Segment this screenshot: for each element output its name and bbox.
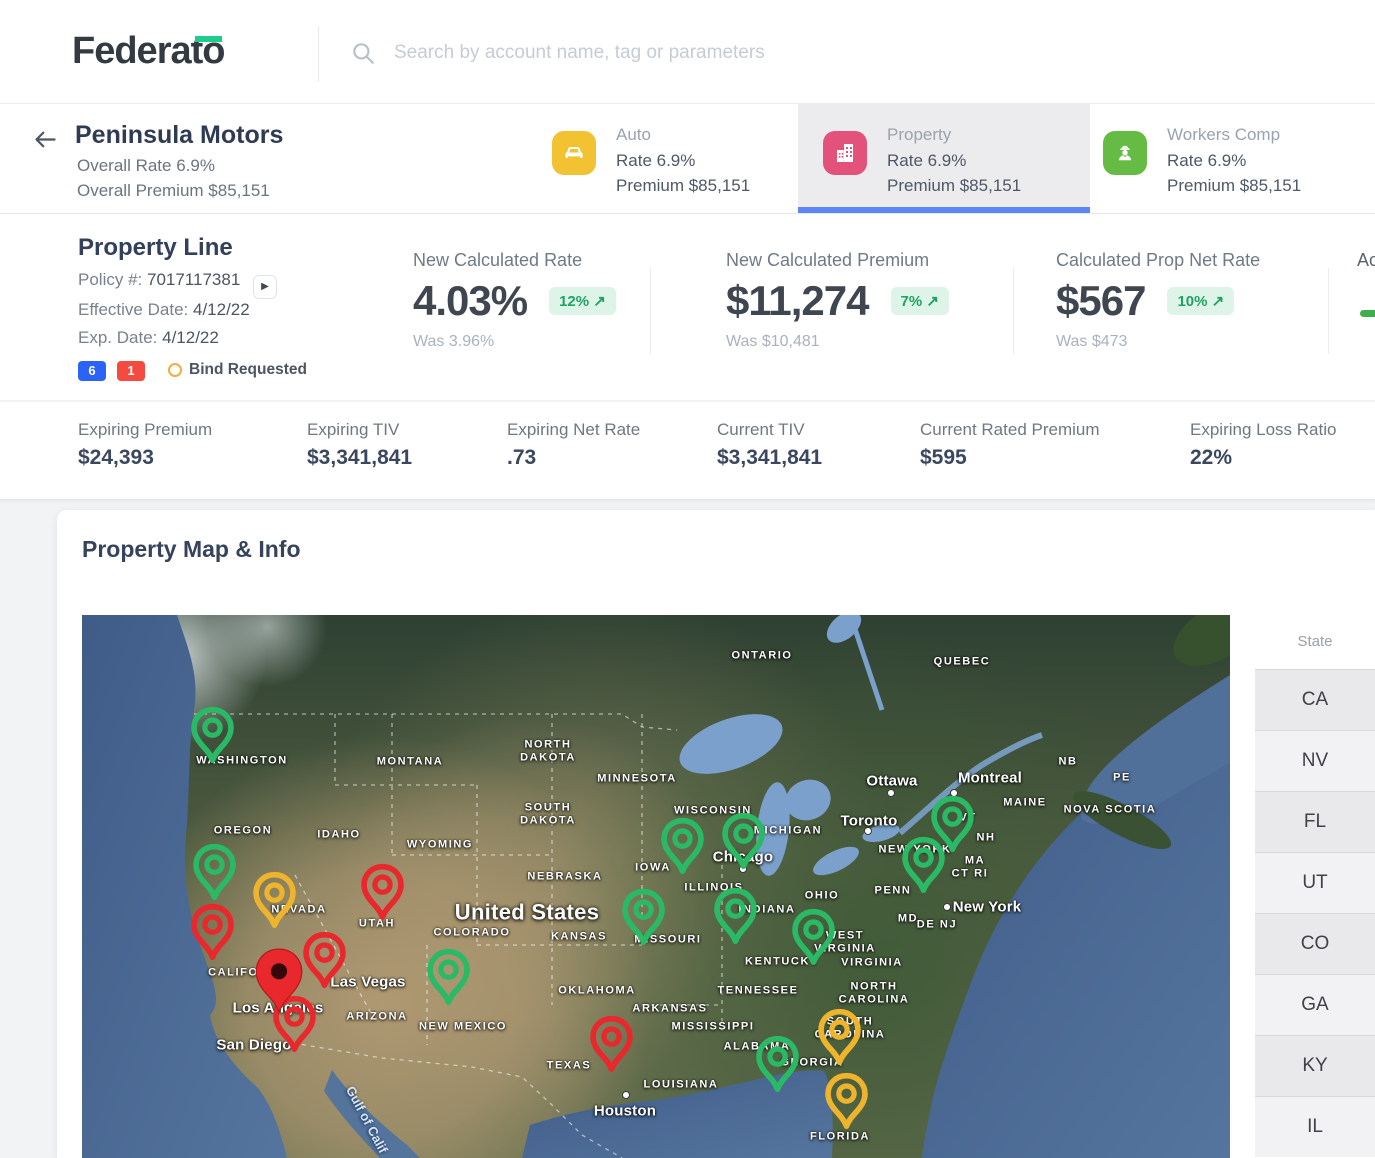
city-dot — [887, 789, 895, 797]
metric-new-calculated-rate: New Calculated Rate 4.03% 12% ↗ Was 3.96… — [413, 250, 616, 351]
tab-label: Auto — [616, 125, 651, 144]
divider — [650, 268, 651, 354]
exp-date-row: Exp. Date: 4/12/22 — [78, 328, 219, 347]
line-title: Property Line — [78, 234, 233, 261]
metric-was: Was $10,481 — [726, 333, 820, 350]
map-pin-green[interactable] — [791, 908, 836, 972]
property-map-card: Property Map & Info — [57, 510, 1375, 1158]
tab-premium: Premium $85,151 — [616, 176, 751, 195]
tab-label: Workers Comp — [1167, 125, 1281, 144]
map-pin-green[interactable] — [755, 1035, 800, 1099]
state-row-il[interactable]: IL — [1255, 1096, 1375, 1157]
state-row-ga[interactable]: GA — [1255, 974, 1375, 1035]
topbar: Federato — [0, 0, 1375, 104]
map-pin-red-selected[interactable] — [253, 947, 305, 1020]
tab-rate: Rate 6.9% — [1167, 151, 1247, 170]
change-chip: 7% ↗ — [890, 287, 949, 315]
back-arrow-icon — [35, 131, 56, 148]
city-dot — [864, 827, 872, 835]
global-search — [350, 40, 1116, 66]
building-icon — [823, 131, 867, 175]
map-pin-yellow[interactable] — [252, 871, 297, 935]
divider — [1013, 268, 1014, 354]
map-pin-green[interactable] — [192, 843, 237, 907]
card-title: Property Map & Info — [82, 536, 301, 562]
change-chip: 10% ↗ — [1167, 287, 1235, 315]
map-satellite-background — [82, 615, 1230, 1158]
metric-calculated-prop-net-rate: Calculated Prop Net Rate $567 10% ↗ Was … — [1056, 250, 1261, 350]
map-pin-green[interactable] — [713, 887, 758, 951]
map-pin-yellow[interactable] — [817, 1008, 862, 1072]
property-map[interactable]: United States ONTARIO QUEBEC WASHINGTON MONT… — [82, 615, 1230, 1158]
map-pin-red[interactable] — [589, 1015, 634, 1079]
city-dot — [943, 903, 951, 911]
metric-value: 4.03% — [413, 277, 528, 324]
exp-date: 4/12/22 — [162, 328, 219, 347]
change-chip: 12% ↗ — [549, 287, 616, 315]
state-row-ky[interactable]: KY — [1255, 1035, 1375, 1096]
account-overall-premium: Overall Premium $85,151 — [77, 181, 270, 200]
map-pin-red[interactable] — [272, 995, 317, 1059]
map-pin-red[interactable] — [360, 863, 405, 927]
map-pin-green[interactable] — [721, 812, 766, 876]
city-dot — [622, 1091, 630, 1099]
divider — [1328, 268, 1329, 354]
effective-date-row: Effective Date: 4/12/22 — [78, 300, 250, 319]
tab-workers-comp[interactable]: Workers Comp Rate 6.9% Premium $85,151 — [1081, 104, 1375, 213]
metric-value: $567 — [1056, 277, 1146, 324]
metric-new-calculated-premium: New Calculated Premium $11,274 7% ↗ Was … — [726, 250, 949, 351]
account-overall-rate: Overall Rate 6.9% — [77, 156, 215, 175]
bind-status-label: Bind Requested — [189, 361, 307, 378]
state-row-nv[interactable]: NV — [1255, 730, 1375, 791]
map-pin-green[interactable] — [660, 817, 705, 881]
tab-premium: Premium $85,151 — [887, 176, 1022, 195]
map-pin-red[interactable] — [190, 903, 235, 967]
state-row-co[interactable]: CO — [1255, 913, 1375, 974]
policy-number: 7017117381 — [146, 270, 241, 289]
count-badge-red[interactable]: 1 — [117, 361, 145, 381]
policy-number-row: Policy #: 7017117381 ▶ — [78, 270, 278, 299]
car-icon — [552, 131, 596, 175]
state-row-ca[interactable]: CA — [1255, 669, 1375, 730]
metric-value: $11,274 — [726, 277, 870, 324]
back-button[interactable] — [32, 126, 60, 154]
bind-status-icon — [168, 363, 182, 377]
map-pin-green[interactable] — [621, 888, 666, 952]
map-pin-green[interactable] — [930, 795, 975, 859]
state-row-ut[interactable]: UT — [1255, 852, 1375, 913]
tab-label: Property — [887, 125, 952, 144]
tab-premium: Premium $85,151 — [1167, 176, 1302, 195]
topbar-divider — [318, 26, 319, 82]
state-table: State CA NV FL UT CO GA KY IL — [1255, 615, 1375, 1157]
property-line-band: Property Line Policy #: 7017117381 ▶ Eff… — [0, 214, 1375, 400]
map-pin-yellow[interactable] — [824, 1072, 869, 1136]
search-input[interactable] — [392, 41, 1116, 65]
federato-logo[interactable]: Federato — [72, 30, 225, 73]
map-pin-green[interactable] — [426, 948, 471, 1012]
map-pin-green[interactable] — [901, 836, 946, 900]
search-icon[interactable] — [350, 40, 376, 66]
state-table-header: State — [1297, 633, 1333, 650]
state-row-fl[interactable]: FL — [1255, 791, 1375, 852]
count-badge-blue[interactable]: 6 — [78, 361, 106, 381]
account-name: Peninsula Motors — [75, 121, 284, 149]
action-green-bar[interactable] — [1360, 310, 1375, 317]
tab-auto[interactable]: Auto Rate 6.9% Premium $85,151 — [530, 104, 786, 213]
metric-was: Was $473 — [1056, 333, 1128, 350]
logo-accent-bar — [195, 36, 223, 42]
map-pin-red[interactable] — [302, 931, 347, 995]
map-pin-green[interactable] — [190, 706, 235, 770]
tab-rate: Rate 6.9% — [887, 151, 967, 170]
tab-rate: Rate 6.9% — [616, 151, 696, 170]
tab-property[interactable]: Property Rate 6.9% Premium $85,151 — [798, 104, 1090, 213]
worker-icon — [1103, 131, 1147, 175]
truncated-action-label: Ac — [1357, 250, 1375, 270]
effective-date: 4/12/22 — [192, 300, 250, 319]
metric-was: Was 3.96% — [413, 333, 495, 350]
expiring-stats-band: Expiring Premium $24,393 Expiring TIV $3,3… — [0, 401, 1375, 500]
account-header: Peninsula Motors Overall Rate 6.9% Overa… — [0, 104, 1375, 214]
policy-expand-button[interactable]: ▶ — [253, 275, 278, 299]
